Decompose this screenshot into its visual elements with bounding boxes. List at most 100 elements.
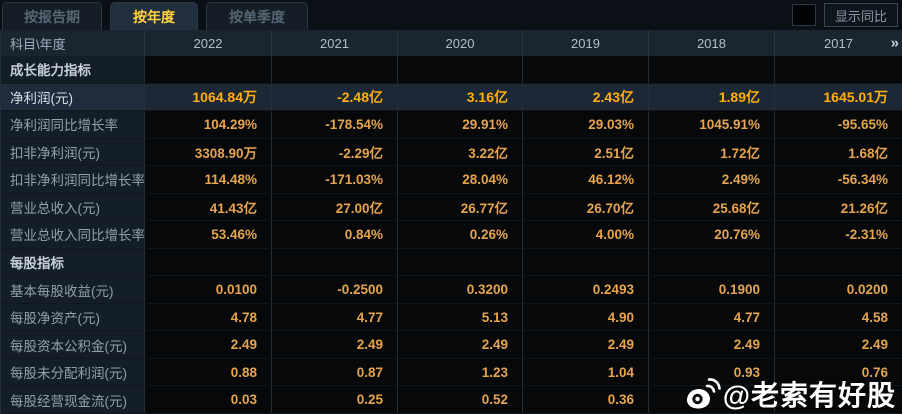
cell-value: 2.49 [775,331,902,358]
cell-value: 21.26亿 [775,194,902,221]
cell-value: 0.26% [398,221,523,248]
cell-value: -56.34% [775,166,902,193]
cell-value: 0.84% [272,221,398,248]
cell-value: 26.77亿 [398,193,523,221]
table-row[interactable]: 每股经营现金流(元) 0.03 0.25 0.52 0.36 [1,386,902,414]
cell-value: 41.43亿 [145,193,272,221]
table-row[interactable]: 营业总收入(元) 41.43亿 27.00亿 26.77亿 26.70亿 25.… [1,193,902,222]
year-header: 2018 [649,30,775,56]
cell-value: 104.29% [145,111,272,138]
cell-value: 1.23 [398,358,523,386]
period-tab-bar: 按报告期 按年度 按单季度 显示同比 [0,0,902,30]
cell-value: 28.04% [398,166,523,193]
row-label: 基本每股收益(元) [1,276,145,303]
table-header-row: 科目\年度 2022 2021 2020 2019 2018 2017 » [1,30,902,56]
cell-value: 1045.91% [649,111,775,138]
cell-value [523,248,649,276]
table-row[interactable]: 每股净资产(元) 4.78 4.77 5.13 4.90 4.77 4.58 [1,303,902,332]
table-row[interactable]: 扣非净利润(元) 3308.90万 -2.29亿 3.22亿 2.51亿 1.7… [1,138,902,167]
row-label: 净利润(元) [1,83,145,111]
cell-value: -2.48亿 [272,83,398,111]
cell-value: 2.49 [145,331,272,358]
cell-value: 4.78 [145,303,272,331]
more-years-icon[interactable]: » [890,34,899,52]
cell-value: 0.52 [398,386,523,413]
row-label: 营业总收入同比增长率 [1,221,145,248]
cell-value: 20.76% [649,221,775,248]
cell-value: 0.03 [145,386,272,413]
cell-value [775,249,902,276]
row-label: 扣非净利润(元) [1,138,145,166]
cell-value: 4.77 [272,303,398,331]
year-header: 2022 [145,30,272,56]
row-label: 每股未分配利润(元) [1,358,145,386]
cell-value: 0.0100 [145,276,272,303]
weibo-icon [685,377,721,411]
cell-value: -0.2500 [272,276,398,303]
cell-value: -95.65% [775,111,902,138]
cell-value [775,56,902,83]
cell-value [398,248,523,276]
cell-value: 0.25 [272,386,398,413]
row-label: 每股指标 [1,248,145,276]
cell-value [145,248,272,276]
cell-value: 0.36 [523,386,649,413]
cell-value [272,56,398,83]
cell-value: 2.49% [649,166,775,193]
cell-value: -178.54% [272,111,398,138]
cell-value: 2.51亿 [523,138,649,166]
cell-value: 114.48% [145,166,272,193]
table-row[interactable]: 每股未分配利润(元) 0.88 0.87 1.23 1.04 0.93 0.76 [1,358,902,387]
cell-value [649,386,775,413]
cell-value: 0.87 [272,358,398,386]
table-row[interactable]: 基本每股收益(元) 0.0100 -0.2500 0.3200 0.2493 0… [1,276,902,304]
cell-value [649,248,775,276]
watermark: @老索有好股 [685,374,896,414]
cell-value [398,56,523,83]
row-label: 每股净资产(元) [1,303,145,331]
cell-value: 2.43亿 [523,83,649,111]
yoy-controls: 显示同比 [791,3,898,27]
cell-value: 4.77 [649,303,775,331]
corner-header: 科目\年度 [1,30,145,56]
year-header: 2019 [523,30,649,56]
table-row-section: 每股指标 [1,248,902,277]
show-yoy-label[interactable]: 显示同比 [823,3,898,27]
cell-value: 46.12% [523,166,649,193]
cell-value [272,248,398,276]
table-row[interactable]: 扣非净利润同比增长率 114.48% -171.03% 28.04% 46.12… [1,166,902,194]
row-label: 净利润同比增长率 [1,111,145,138]
cell-value: 1.68亿 [775,139,902,166]
cell-value: 4.58 [775,304,902,331]
tab-report-period[interactable]: 按报告期 [2,2,102,30]
show-yoy-checkbox[interactable] [791,4,816,26]
cell-value: 1.04 [523,358,649,386]
cell-value: 1.72亿 [649,138,775,166]
cell-value: -171.03% [272,166,398,193]
cell-value: 29.91% [398,111,523,138]
table-row[interactable]: 营业总收入同比增长率 53.46% 0.84% 0.26% 4.00% 20.7… [1,221,902,249]
cell-value: 53.46% [145,221,272,248]
table-row[interactable]: 净利润同比增长率 104.29% -178.54% 29.91% 29.03% … [1,111,902,139]
cell-value: -2.29亿 [272,138,398,166]
cell-value: 26.70亿 [523,193,649,221]
cell-value: 0.2493 [523,276,649,303]
cell-value: 0.93 [649,358,775,386]
cell-value: 5.13 [398,303,523,331]
tab-single-quarter[interactable]: 按单季度 [206,2,308,30]
cell-value [145,56,272,83]
table-row[interactable]: 每股资本公积金(元) 2.49 2.49 2.49 2.49 2.49 2.49 [1,331,902,359]
cell-value: 27.00亿 [272,193,398,221]
cell-value [523,56,649,83]
cell-value: 2.49 [649,331,775,358]
year-header: 2021 [272,30,398,56]
cell-value: -2.31% [775,221,902,248]
watermark-text: @老索有好股 [722,380,896,411]
cell-value: 0.3200 [398,276,523,303]
cell-value [649,56,775,83]
tab-annual[interactable]: 按年度 [110,2,198,30]
row-label: 每股资本公积金(元) [1,331,145,358]
year-header-label: 2017 [824,35,853,51]
table-row-highlighted[interactable]: 净利润(元) 1064.84万 -2.48亿 3.16亿 2.43亿 1.89亿… [1,83,902,112]
cell-value: 3308.90万 [145,138,272,166]
